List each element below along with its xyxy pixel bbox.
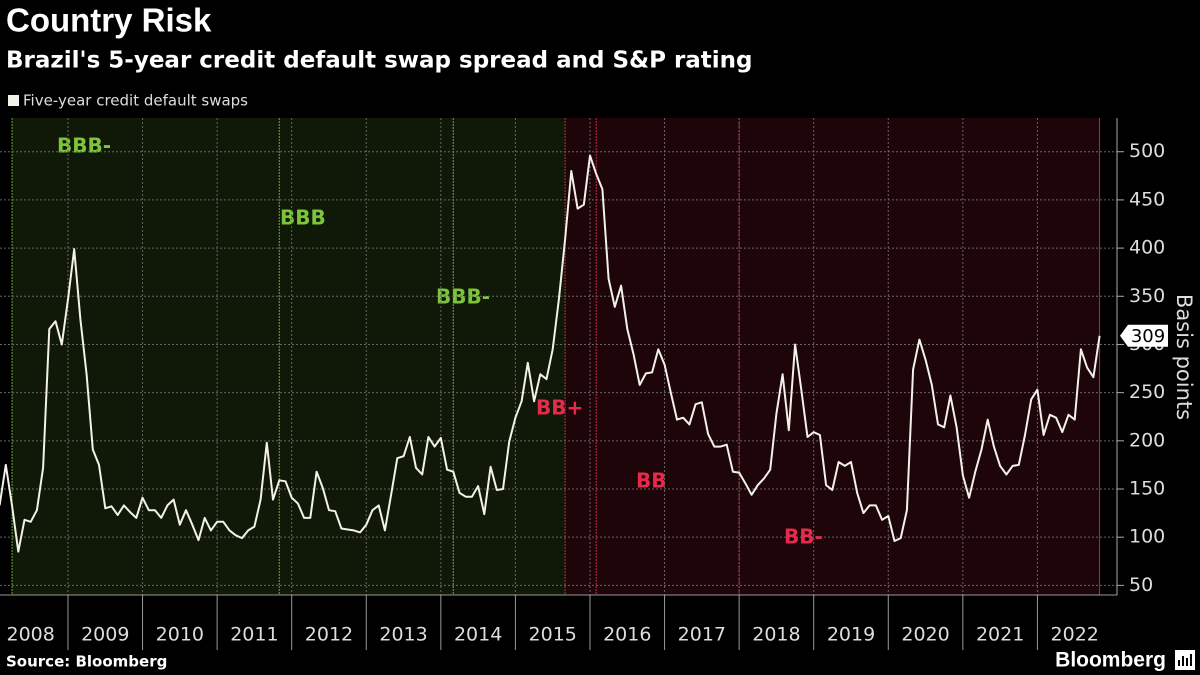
rating-region xyxy=(596,118,740,595)
x-tick-label: 2012 xyxy=(305,624,353,646)
x-tick-label: 2011 xyxy=(230,624,278,646)
y-tick-label: 500 xyxy=(1129,140,1165,162)
rating-region xyxy=(12,118,280,595)
x-tick-label: 2013 xyxy=(379,624,427,646)
legend-label: Five-year credit default swaps xyxy=(23,92,248,110)
brand-icon-bars xyxy=(1178,654,1192,666)
last-value-tag xyxy=(1120,324,1168,347)
chart-title: Country Risk xyxy=(6,2,212,39)
x-tick-label: 2014 xyxy=(454,624,502,646)
series-line xyxy=(0,154,1101,553)
x-tick-label: 2008 xyxy=(7,624,55,646)
y-tick-label: 150 xyxy=(1129,478,1165,500)
rating-label: BBB xyxy=(280,206,326,230)
y-tick-label: 450 xyxy=(1129,188,1165,210)
rating-region xyxy=(565,118,597,595)
y-tick-label: 400 xyxy=(1129,237,1165,259)
rating-region xyxy=(739,118,1100,595)
x-tick-label: 2016 xyxy=(603,624,651,646)
x-tick-label: 2015 xyxy=(529,624,577,646)
rating-label: BBB- xyxy=(57,134,111,158)
x-tick-label: 2019 xyxy=(827,624,875,646)
y-tick-label: 200 xyxy=(1129,429,1165,451)
x-tick-label: 2022 xyxy=(1051,624,1099,646)
x-tick-label: 2020 xyxy=(901,624,949,646)
x-tick-label: 2018 xyxy=(752,624,800,646)
rating-label: BB+ xyxy=(536,396,583,420)
y-axis-title: Basis points xyxy=(1172,294,1196,420)
plot-background xyxy=(12,118,1100,595)
y-tick-label: 100 xyxy=(1129,526,1165,548)
y-tick-label: 50 xyxy=(1129,574,1153,596)
x-tick-label: 2010 xyxy=(156,624,204,646)
rating-label: BB- xyxy=(784,525,823,549)
legend-swatch xyxy=(8,95,19,106)
brand-logo: Bloomberg xyxy=(1055,649,1166,672)
x-tick-label: 2009 xyxy=(81,624,129,646)
y-tick-label: 350 xyxy=(1129,285,1165,307)
chart-subtitle: Brazil's 5-year credit default swap spre… xyxy=(6,48,753,74)
rating-region xyxy=(453,118,566,595)
source-note: Source: Bloomberg xyxy=(6,653,167,671)
x-tick-label: 2017 xyxy=(678,624,726,646)
y-tick-label: 250 xyxy=(1129,381,1165,403)
last-value-label: 309 xyxy=(1131,326,1165,347)
x-tick-label: 2021 xyxy=(976,624,1024,646)
